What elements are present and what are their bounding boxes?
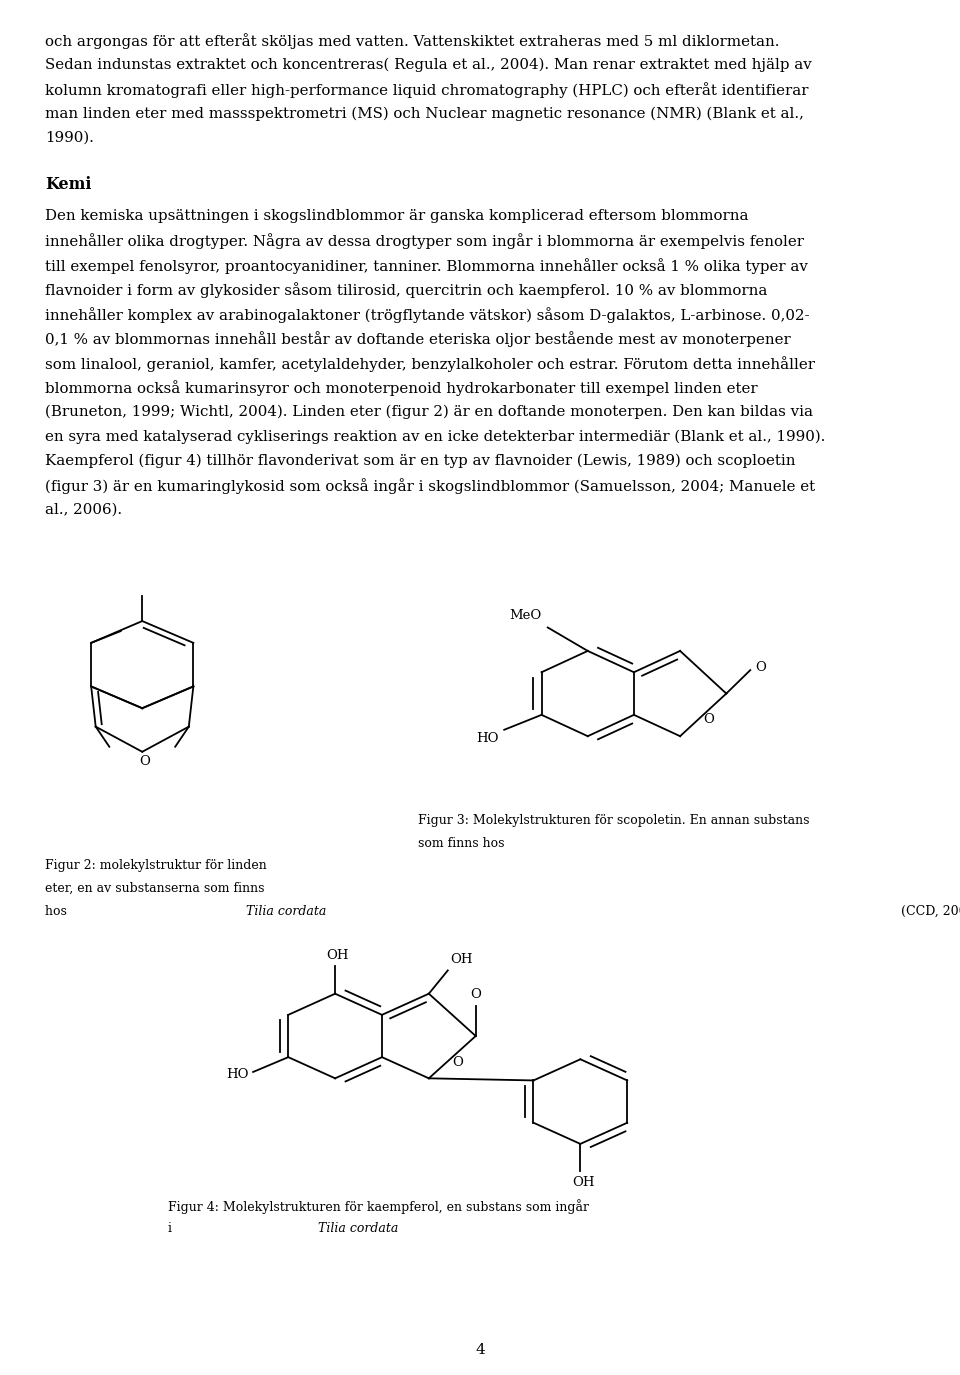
- Text: kolumn kromatografi eller high-performance liquid chromatography (HPLC) och efte: kolumn kromatografi eller high-performan…: [45, 82, 808, 98]
- Text: Figur 4: Molekylstrukturen för kaempferol, en substans som ingår: Figur 4: Molekylstrukturen för kaempfero…: [168, 1199, 589, 1214]
- Text: man linden eter med massspektrometri (MS) och Nuclear magnetic resonance (NMR) (: man linden eter med massspektrometri (MS…: [45, 106, 804, 121]
- Text: innehåller olika drogtyper. Några av dessa drogtyper som ingår i blommorna är ex: innehåller olika drogtyper. Några av des…: [45, 234, 804, 249]
- Text: Tilia cordata: Tilia cordata: [319, 1222, 398, 1235]
- Text: 0,1 % av blommornas innehåll består av doftande eteriska oljor bestående mest av: 0,1 % av blommornas innehåll består av d…: [45, 331, 791, 348]
- Text: (CCD, 2009).: (CCD, 2009).: [897, 905, 960, 917]
- Text: MeO: MeO: [509, 609, 541, 623]
- Text: Figur 2: molekylstruktur för linden: Figur 2: molekylstruktur för linden: [45, 859, 267, 872]
- Text: som linalool, geraniol, kamfer, acetylaldehyder, benzylalkoholer och estrar. För: som linalool, geraniol, kamfer, acetylal…: [45, 356, 815, 371]
- Text: OH: OH: [572, 1176, 594, 1188]
- Text: (figur 3) är en kumaringlykosid som också ingår i skogslindblommor (Samuelsson, : (figur 3) är en kumaringlykosid som ocks…: [45, 478, 815, 494]
- Text: som finns hos: som finns hos: [418, 836, 508, 850]
- Text: Figur 3: Molekylstrukturen för scopoletin. En annan substans: Figur 3: Molekylstrukturen för scopoleti…: [418, 814, 809, 826]
- Text: hos: hos: [45, 905, 71, 917]
- Text: O: O: [139, 755, 150, 767]
- Text: O: O: [470, 989, 481, 1001]
- Text: 4: 4: [475, 1343, 485, 1357]
- Text: till exempel fenolsyror, proantocyanidiner, tanniner. Blommorna innehåller också: till exempel fenolsyror, proantocyanidin…: [45, 258, 808, 274]
- Text: al., 2006).: al., 2006).: [45, 503, 122, 517]
- Text: HO: HO: [227, 1067, 249, 1081]
- Text: Kemi: Kemi: [45, 176, 91, 192]
- Text: i: i: [168, 1222, 180, 1235]
- Text: OH: OH: [326, 949, 349, 962]
- Text: Sedan indunstas extraktet och koncentreras( Regula et al., 2004). Man renar extr: Sedan indunstas extraktet och koncentrer…: [45, 58, 812, 72]
- Text: OH: OH: [450, 953, 473, 967]
- Text: en syra med katalyserad cykliserings reaktion av en icke detekterbar intermediär: en syra med katalyserad cykliserings rea…: [45, 429, 826, 444]
- Text: blommorna också kumarinsyror och monoterpenoid hydrokarbonater till exempel lind: blommorna också kumarinsyror och monoter…: [45, 381, 757, 396]
- Text: (Bruneton, 1999; Wichtl, 2004). Linden eter (figur 2) är en doftande monoterpen.: (Bruneton, 1999; Wichtl, 2004). Linden e…: [45, 404, 813, 419]
- Text: flavnoider i form av glykosider såsom tilirosid, quercitrin och kaempferol. 10 %: flavnoider i form av glykosider såsom ti…: [45, 282, 767, 298]
- Text: eter, en av substanserna som finns: eter, en av substanserna som finns: [45, 883, 265, 895]
- Text: HO: HO: [476, 732, 499, 745]
- Text: och argongas för att efteråt sköljas med vatten. Vattenskiktet extraheras med 5 : och argongas för att efteråt sköljas med…: [45, 33, 780, 50]
- Text: O: O: [452, 1056, 463, 1068]
- Text: Tilia cordata: Tilia cordata: [246, 905, 326, 917]
- Text: O: O: [703, 712, 714, 726]
- Text: Den kemiska upsättningen i skogslindblommor är ganska komplicerad eftersom blomm: Den kemiska upsättningen i skogslindblom…: [45, 209, 749, 223]
- Text: innehåller komplex av arabinogalaktoner (trögflytande vätskor) såsom D-galaktos,: innehåller komplex av arabinogalaktoner …: [45, 307, 809, 323]
- Text: 1990).: 1990).: [45, 131, 94, 144]
- Text: O: O: [756, 661, 766, 675]
- Text: Kaempferol (figur 4) tillhör flavonderivat som är en typ av flavnoider (Lewis, 1: Kaempferol (figur 4) tillhör flavonderiv…: [45, 454, 796, 468]
